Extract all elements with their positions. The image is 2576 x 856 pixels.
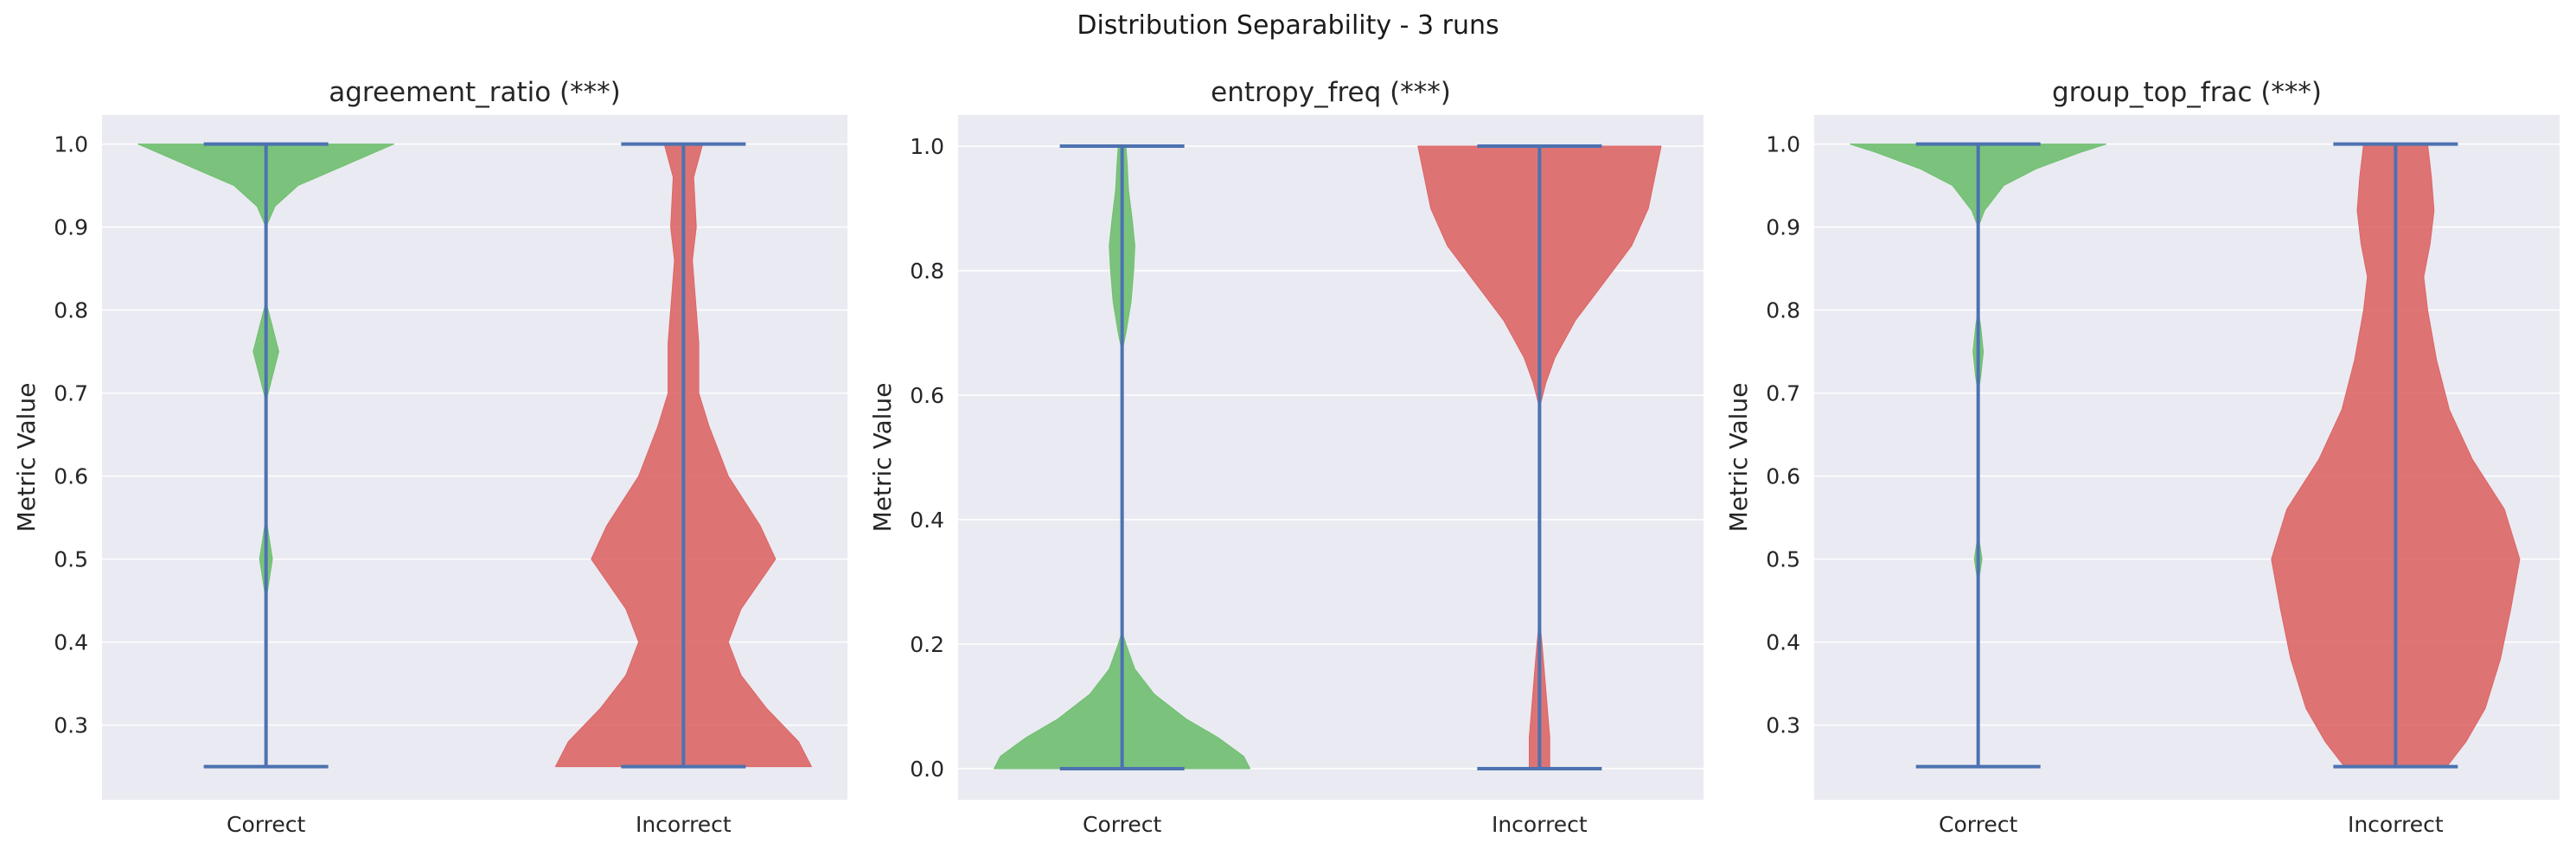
chart-title: agreement_ratio (***)	[329, 77, 620, 108]
x-tick-label: Incorrect	[2348, 812, 2444, 837]
y-tick-label: 0.7	[54, 381, 88, 406]
y-tick-label: 0.5	[54, 547, 88, 572]
y-tick-label: 0.8	[1766, 298, 1800, 323]
y-tick-label: 0.3	[1766, 713, 1800, 738]
chart-title: entropy_freq (***)	[1211, 77, 1451, 108]
y-tick-label: 0.2	[910, 632, 944, 657]
y-tick-label: 0.9	[1766, 215, 1800, 240]
y-tick-label: 0.9	[54, 215, 88, 240]
y-tick-label: 0.8	[910, 259, 944, 284]
x-tick-label: Incorrect	[636, 812, 732, 837]
x-tick-label: Incorrect	[1492, 812, 1588, 837]
y-tick-label: 0.3	[54, 713, 88, 738]
x-tick-label: Correct	[1083, 812, 1161, 837]
y-tick-label: 0.6	[1766, 464, 1800, 489]
chart-title: group_top_frac (***)	[2052, 77, 2322, 108]
y-tick-label: 1.0	[1766, 132, 1800, 157]
y-tick-label: 0.6	[910, 383, 944, 408]
chart-panel-1: 0.3 0.4 0.5 0.6 0.7 0.8 0.9 1.0 Correct Incorrect…	[12, 77, 847, 837]
y-tick-label: 1.0	[54, 132, 88, 157]
figure-suptitle: Distribution Separability - 3 runs	[1077, 10, 1499, 41]
y-tick-label: 0.8	[54, 298, 88, 323]
y-tick-label: 0.5	[1766, 547, 1800, 572]
y-tick-label: 0.4	[54, 630, 88, 655]
y-tick-label: 0.4	[1766, 630, 1800, 655]
x-tick-label: Correct	[227, 812, 305, 837]
x-tick-label: Correct	[1939, 812, 2017, 837]
y-tick-label: 0.7	[1766, 381, 1800, 406]
y-axis-label: Metric Value	[868, 383, 897, 533]
y-tick-label: 0.6	[54, 464, 88, 489]
y-axis-label: Metric Value	[1724, 383, 1753, 533]
y-tick-label: 0.0	[910, 757, 944, 782]
chart-panel-2: 0.0 0.2 0.4 0.6 0.8 1.0 Correct Incorrect entrop…	[868, 77, 1703, 837]
chart-panel-3: 0.3 0.4 0.5 0.6 0.7 0.8 0.9 1.0 Correct Incorrect…	[1724, 77, 2560, 837]
y-axis-label: Metric Value	[12, 383, 41, 533]
y-tick-label: 1.0	[910, 134, 944, 159]
y-tick-label: 0.4	[910, 508, 944, 533]
